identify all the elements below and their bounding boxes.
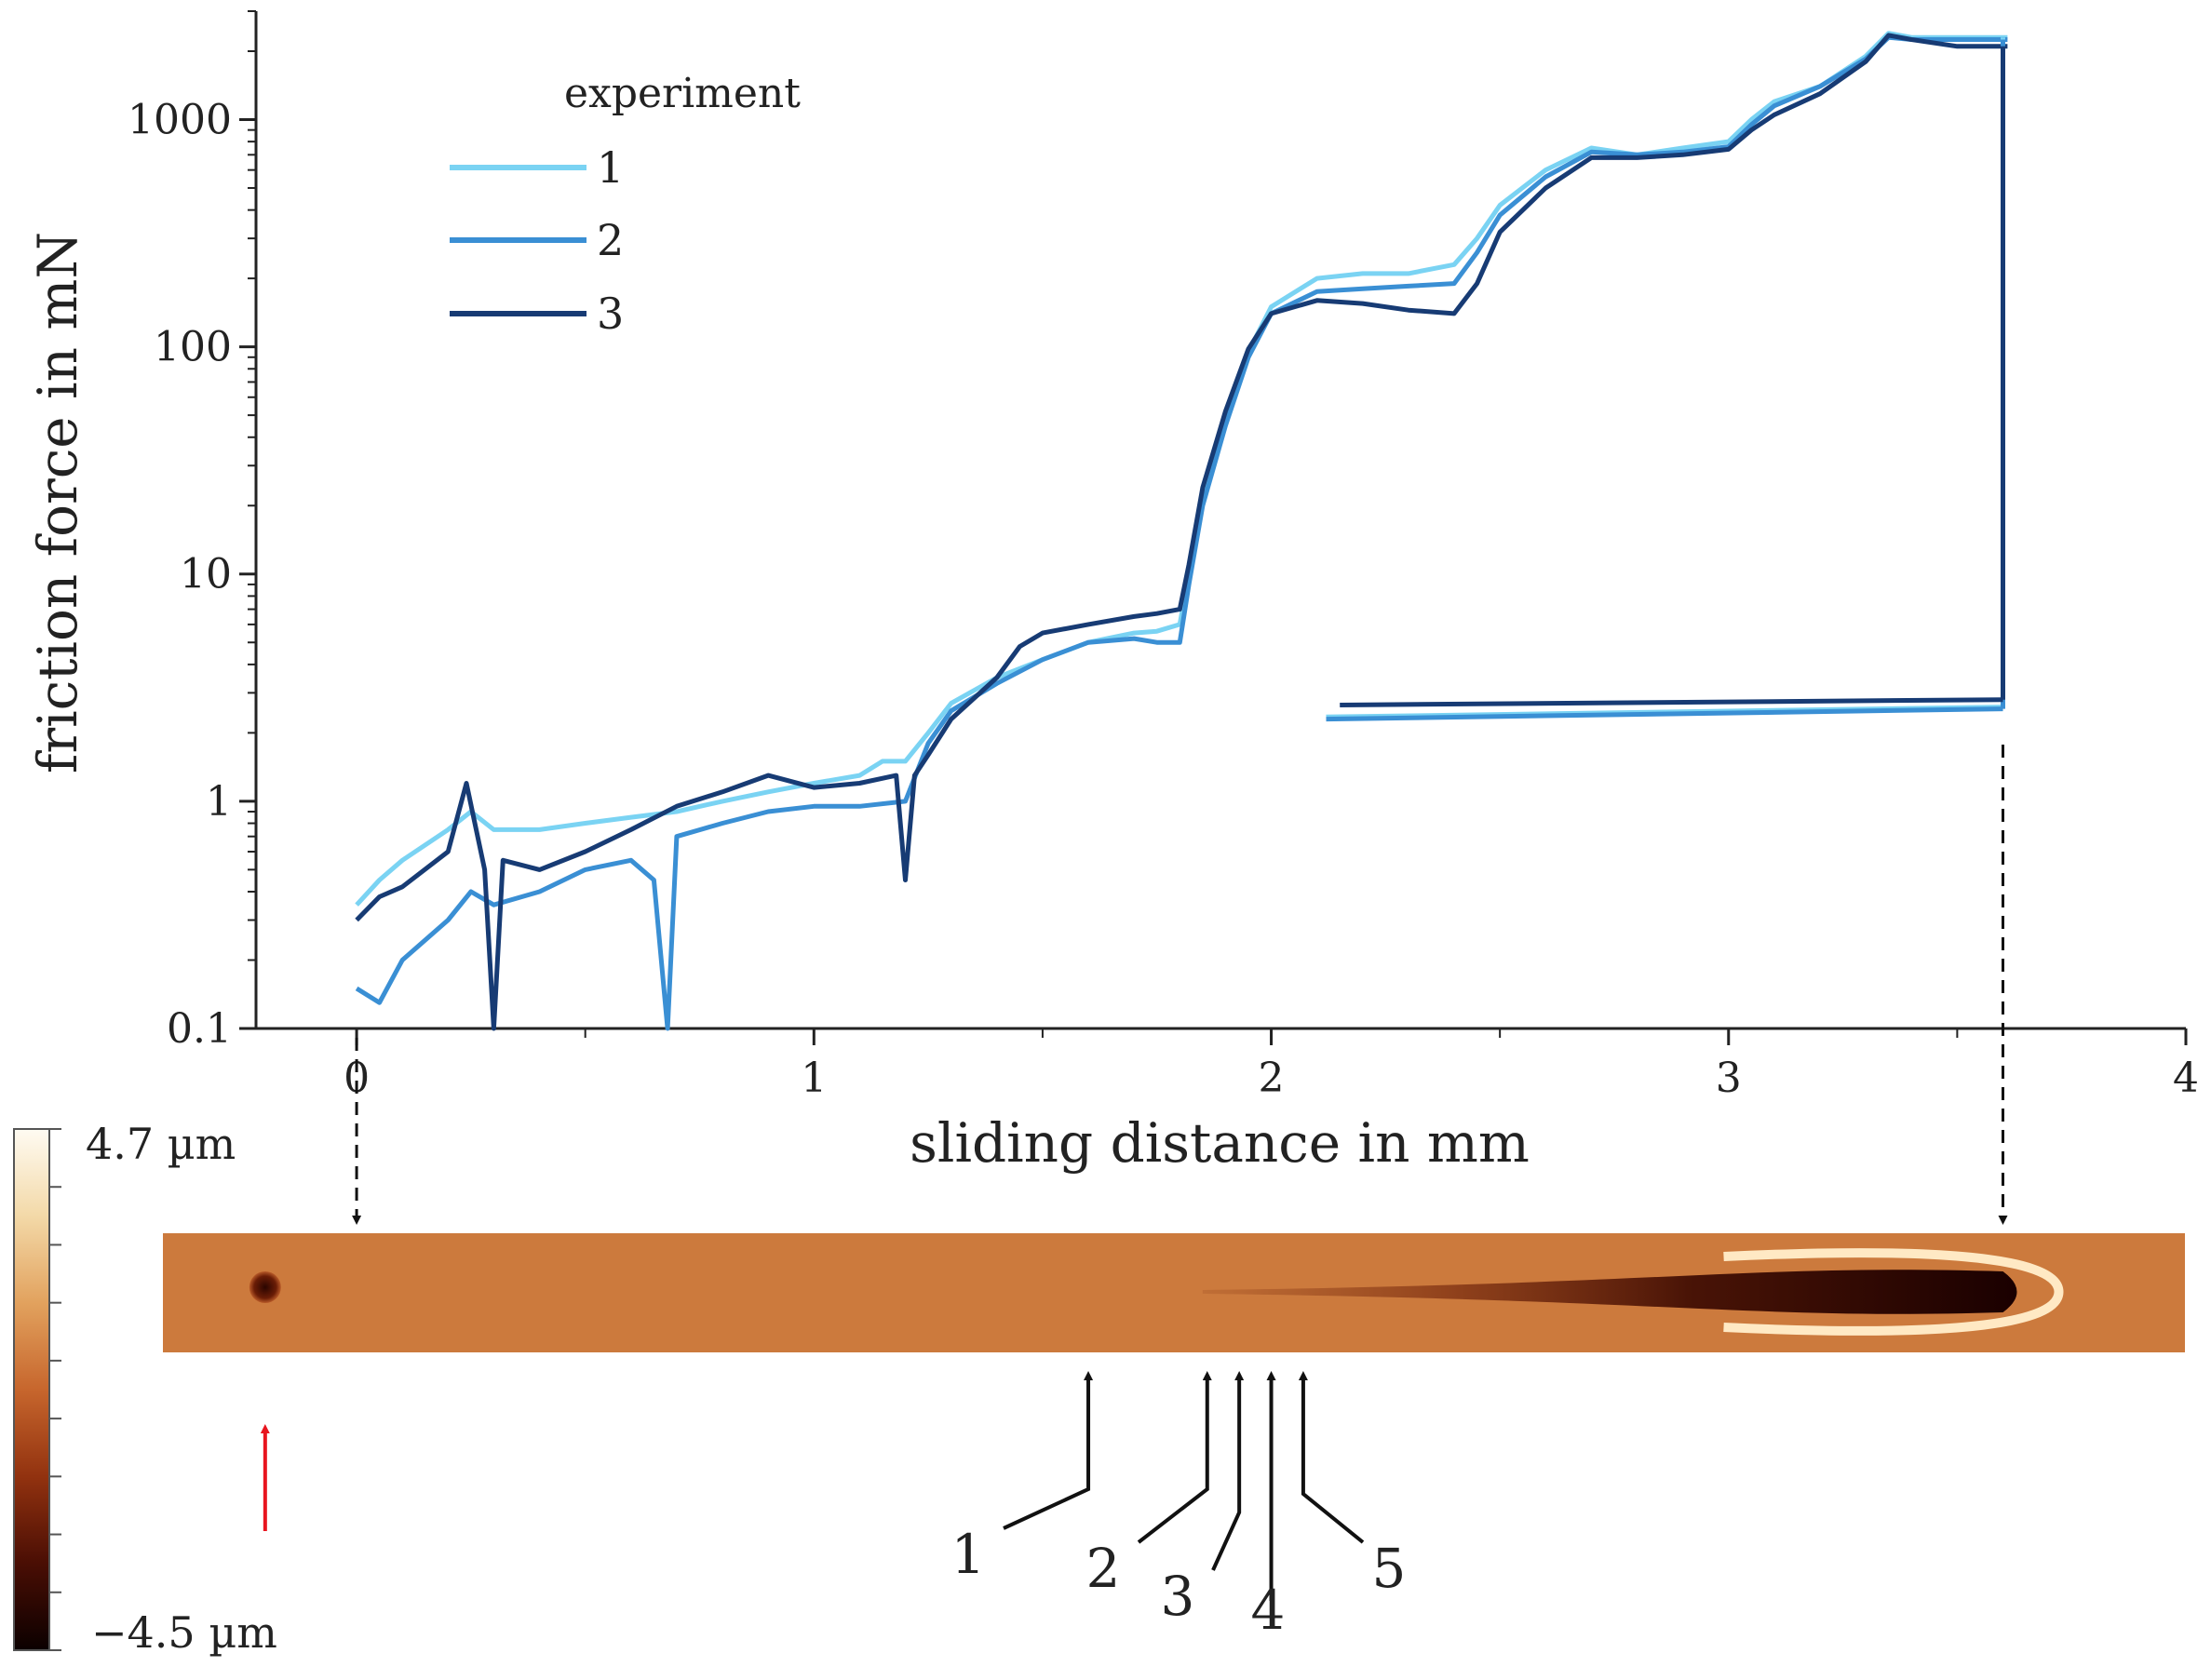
marker-leader-3: [1211, 1371, 1245, 1571]
series-layer: [355, 31, 2008, 1031]
legend-title: experiment: [564, 70, 801, 117]
legend: experiment 1 2 3: [450, 70, 801, 339]
marker-leader-2: [1137, 1371, 1212, 1544]
y-tick-label: 10: [180, 551, 232, 598]
colorbar-gradient: [13, 1128, 50, 1651]
return-trace-2: [1326, 706, 2003, 722]
marker-label-4: 4: [1251, 1579, 1286, 1642]
x-axis-title: sliding distance in mm: [910, 1111, 1530, 1175]
groove-track: [1202, 1270, 2017, 1314]
legend-label-1: 1: [597, 142, 624, 193]
return-trace-3: [1340, 697, 2003, 707]
colorbar-min-label: −4.5 µm: [91, 1607, 277, 1658]
y-tick-label: 1: [206, 778, 232, 826]
x-tick-label: 3: [1716, 1055, 1742, 1102]
x-tick-label: 1: [801, 1055, 827, 1102]
y-axis-title: friction force in mN: [26, 232, 89, 773]
y-tick-label: 1000: [128, 96, 232, 143]
colorbar-ticks: [49, 1128, 61, 1651]
x-tick-label: 4: [2173, 1055, 2199, 1102]
bottom-markers: 1 2 3 4 5: [951, 1371, 1407, 1642]
marker-leader-1: [1003, 1371, 1094, 1530]
colorbar: 4.7 µm −4.5 µm: [13, 1119, 277, 1658]
legend-label-3: 3: [597, 289, 624, 339]
colorbar-max-label: 4.7 µm: [86, 1119, 236, 1169]
marker-leader-5: [1298, 1371, 1365, 1544]
height-map: [163, 1233, 2185, 1352]
x-tick-label: 2: [1259, 1055, 1285, 1102]
y-tick-label: 100: [154, 324, 232, 371]
groove-rim: [1723, 1248, 2064, 1336]
marker-label-5: 5: [1372, 1537, 1407, 1600]
y-tick-label: 0.1: [167, 1005, 232, 1053]
marker-label-2: 2: [1086, 1537, 1121, 1600]
initial-indent: [249, 1271, 281, 1303]
series-line-3: [355, 33, 2008, 1031]
legend-label-2: 2: [597, 215, 624, 265]
marker-label-3: 3: [1161, 1565, 1195, 1628]
marker-label-1: 1: [951, 1523, 986, 1586]
dashed-guides: [352, 745, 2008, 1225]
y-axis-ticks: 0.1 1 10 100 1000: [128, 10, 256, 1053]
series-line-2: [355, 34, 2008, 1031]
